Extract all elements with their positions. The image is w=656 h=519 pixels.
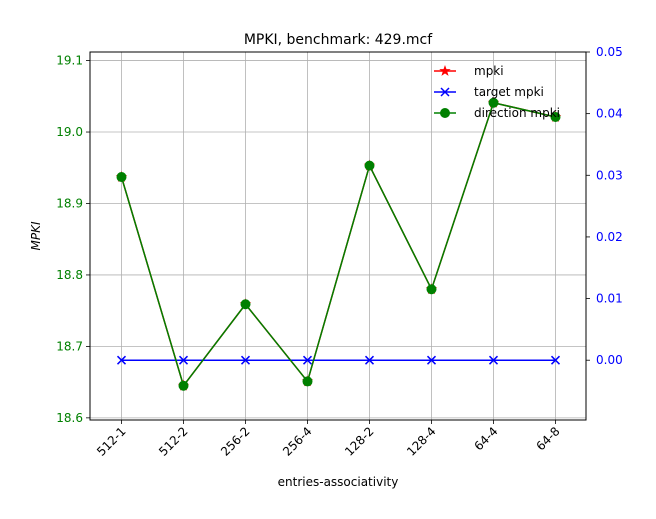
data-point-direction-mpki — [240, 299, 251, 310]
plot-frame — [89, 51, 587, 421]
data-point-direction-mpki — [550, 112, 561, 123]
legend-label-direction-mpki: direction mpki — [474, 106, 560, 120]
y-left-tick-label: 19.0 — [56, 125, 83, 139]
y-left-tick-label: 18.6 — [56, 411, 83, 425]
y-left-tick-label: 19.1 — [56, 54, 83, 68]
y-right-tick-label: 0.05 — [596, 45, 623, 59]
y-axis-label: MPKI — [29, 221, 43, 250]
y-left-tick-label: 18.8 — [56, 268, 83, 282]
y-left-tick-label: 18.9 — [56, 196, 83, 210]
legend-label-target-mpki: target mpki — [474, 85, 544, 99]
legend-marker-direction-mpki — [440, 108, 450, 118]
data-point-direction-mpki — [178, 380, 189, 391]
grid — [90, 52, 586, 420]
plot-series — [115, 96, 562, 391]
legend: mpki target mpki direction mpki — [434, 64, 560, 120]
legend-marker-target-mpki — [440, 87, 450, 97]
data-point-target-mpki — [426, 355, 437, 365]
y-right-tick-label: 0.03 — [596, 168, 623, 182]
legend-marker-mpki — [439, 64, 451, 76]
legend-label-mpki: mpki — [474, 64, 504, 78]
x-axis-label: entries-associativity — [278, 475, 399, 489]
data-point-target-mpki — [302, 355, 313, 365]
data-point-target-mpki — [364, 355, 375, 365]
data-point-target-mpki — [240, 355, 251, 365]
data-point-target-mpki — [550, 355, 561, 365]
series-line-direction-mpki — [120, 101, 556, 388]
data-point-direction-mpki — [116, 172, 127, 183]
y-right-tick-label: 0.00 — [596, 353, 623, 367]
data-point-direction-mpki — [488, 97, 499, 108]
data-point-direction-mpki — [426, 284, 437, 295]
data-point-target-mpki — [178, 355, 189, 365]
chart-title: MPKI, benchmark: 429.mcf — [244, 32, 433, 48]
data-point-direction-mpki — [364, 160, 375, 171]
y-left-tick-label: 18.7 — [56, 339, 83, 353]
data-point-direction-mpki — [302, 376, 313, 387]
y-right-tick-label: 0.02 — [596, 230, 623, 244]
data-point-target-mpki — [488, 355, 499, 365]
data-point-target-mpki — [116, 355, 127, 365]
y-right-tick-label: 0.04 — [596, 107, 623, 121]
y-right-tick-label: 0.01 — [596, 292, 623, 306]
